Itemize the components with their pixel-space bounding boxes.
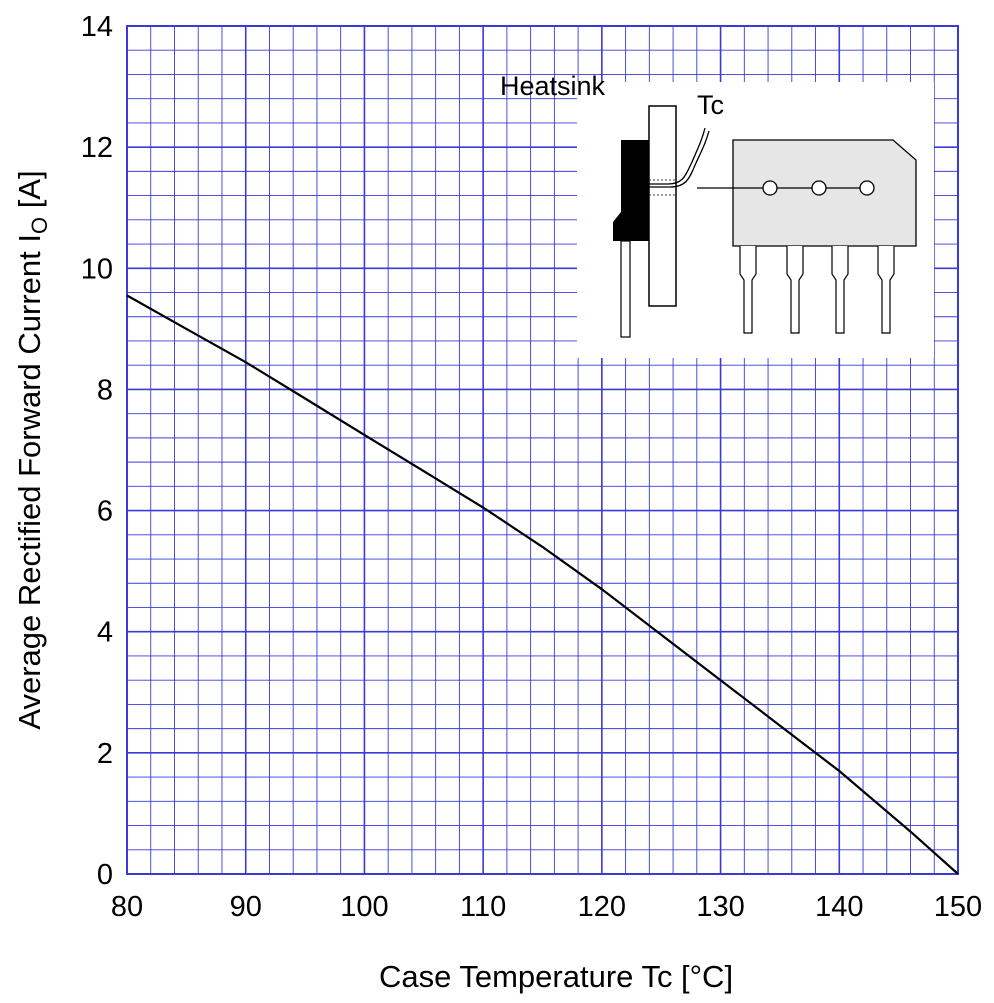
device-lead-4: [877, 246, 895, 334]
y-tick-label: 6: [97, 496, 113, 528]
device-lead-3: [831, 246, 849, 334]
device-side-body: [613, 140, 649, 241]
y-tick-label: 14: [81, 11, 113, 43]
series-line: [126, 294, 959, 875]
x-tick-label: 80: [111, 891, 143, 923]
y-tick-label: 10: [81, 253, 113, 285]
y-tick-label: 12: [81, 132, 113, 164]
x-tick-label: 130: [696, 891, 744, 923]
thermocouple-wire-1: [649, 127, 706, 185]
device-side-lead: [620, 240, 631, 338]
heatsink-plate: [648, 105, 677, 307]
measurement-point-1: [762, 180, 778, 196]
x-tick-label: 120: [578, 891, 626, 923]
y-tick-label: 2: [97, 738, 113, 770]
measurement-point-3: [859, 180, 875, 196]
x-axis-title: Case Temperature Tc [°C]: [379, 959, 733, 994]
heatsink-label: Heatsink: [500, 71, 606, 101]
x-tick-label: 90: [230, 891, 262, 923]
measurement-point-2: [811, 180, 827, 196]
x-tick-label: 150: [934, 891, 982, 923]
inset-diagram: Heatsink Tc: [500, 71, 934, 358]
y-axis-title: Average Rectified Forward Current IO [A]: [12, 170, 52, 729]
device-lead-1: [739, 246, 757, 334]
y-axis-title-unit: [A]: [12, 170, 47, 217]
device-lead-2: [786, 246, 804, 334]
y-tick-label: 8: [97, 374, 113, 406]
plot-frame: [126, 25, 959, 875]
y-tick-labels: 0 2 4 6 8 10 12 14: [81, 11, 113, 891]
y-tick-label: 0: [97, 859, 113, 891]
x-tick-label: 110: [460, 891, 506, 923]
x-tick-labels: 80 90 100 110 120 130 140 150: [111, 891, 982, 923]
y-axis-title-main: Average Rectified Forward Current I: [12, 234, 47, 730]
x-tick-label: 140: [815, 891, 863, 923]
tc-label: Tc: [697, 90, 724, 120]
x-tick-label: 100: [340, 891, 388, 923]
y-axis-title-subscript: O: [27, 217, 52, 234]
thermocouple-wire-2: [649, 130, 710, 188]
y-tick-label: 4: [97, 617, 113, 649]
